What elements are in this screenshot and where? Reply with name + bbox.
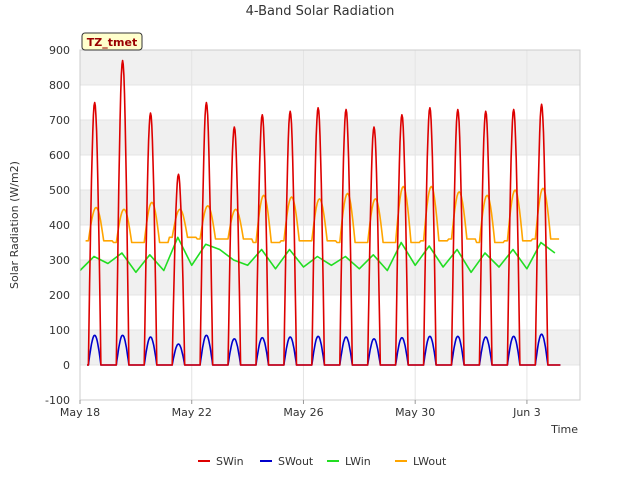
site-tag: TZ_tmet	[81, 32, 143, 51]
chart-title: 4-Band Solar Radiation	[246, 4, 395, 19]
y-tick-label: 200	[49, 289, 70, 302]
y-tick-label: 700	[49, 114, 70, 127]
legend: SWin SWout LWin LWout	[198, 455, 447, 468]
legend-item-swin: SWin	[198, 455, 244, 468]
series-line-lwout	[85, 185, 560, 244]
y-tick-label: 500	[49, 184, 70, 197]
legend-label: SWin	[216, 455, 244, 468]
series-line-swin	[87, 59, 561, 366]
y-tick-label: 400	[49, 219, 70, 232]
legend-item-swout: SWout	[260, 455, 314, 468]
y-tick-label: 900	[49, 44, 70, 57]
grid-band	[80, 330, 580, 365]
x-tick-label: May 26	[283, 406, 323, 419]
x-tick-label: May 18	[60, 406, 100, 419]
x-axis-ticks: May 18 May 22 May 26 May 30 Jun 3	[60, 400, 541, 419]
y-tick-label: 600	[49, 149, 70, 162]
series-line-lwin	[79, 236, 556, 274]
legend-label: LWout	[413, 455, 447, 468]
y-tick-label: 300	[49, 254, 70, 267]
grid-band	[80, 190, 580, 225]
y-tick-label: 100	[49, 324, 70, 337]
legend-item-lwin: LWin	[327, 455, 371, 468]
grid-band	[80, 260, 580, 295]
plot-frame	[79, 49, 581, 401]
y-axis-label: Solar Radiation (W/m2)	[8, 161, 21, 289]
site-tag-box	[81, 32, 143, 51]
y-tick-label: 0	[63, 359, 70, 372]
x-tick-label: May 22	[172, 406, 212, 419]
legend-label: LWin	[345, 455, 371, 468]
grid-band	[80, 50, 580, 85]
y-tick-label: -100	[45, 394, 70, 407]
x-axis-label: Time	[550, 423, 578, 436]
x-tick-label: May 30	[395, 406, 435, 419]
x-tick-label: Jun 3	[512, 406, 541, 419]
y-axis-ticks: -100 0 100 200 300 400 500 600 700 800 900	[45, 44, 70, 407]
legend-item-lwout: LWout	[395, 455, 447, 468]
y-tick-label: 800	[49, 79, 70, 92]
series-layer	[79, 59, 561, 366]
site-tag-label: TZ_tmet	[87, 36, 137, 49]
legend-label: SWout	[278, 455, 314, 468]
grid-band	[80, 120, 580, 155]
grid-bands	[80, 50, 580, 365]
